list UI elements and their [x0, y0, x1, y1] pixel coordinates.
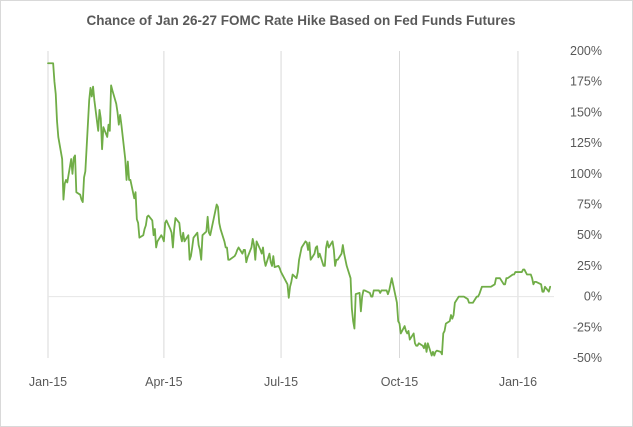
x-tick-label: Jan-15: [29, 375, 67, 389]
gridlines: [47, 51, 554, 358]
y-tick-label: 125%: [570, 136, 602, 150]
x-tick-label: Apr-15: [145, 375, 183, 389]
y-tick-label: 0%: [584, 290, 602, 304]
y-tick-label: 75%: [577, 198, 602, 212]
y-tick-label: 100%: [570, 167, 602, 181]
x-tick-label: Oct-15: [381, 375, 419, 389]
x-axis-tick-labels: Jan-15 Apr-15 Jul-15 Oct-15 Jan-16: [29, 375, 537, 389]
y-tick-label: 25%: [577, 259, 602, 273]
y-tick-label: 175%: [570, 75, 602, 89]
series-line: [47, 62, 552, 357]
y-tick-label: -50%: [573, 351, 602, 365]
y-tick-label: 200%: [570, 44, 602, 58]
series-lines: [47, 62, 552, 357]
y-tick-label: -25%: [573, 320, 602, 334]
y-axis-tick-labels: 200% 175% 150% 125% 100% 75% 50% 25% 0% -25% -50%: [570, 44, 602, 365]
chart-title: Chance of Jan 26-27 FOMC Rate Hike Based…: [86, 13, 516, 28]
x-tick-label: Jul-15: [264, 375, 298, 389]
y-tick-label: 50%: [577, 228, 602, 242]
y-tick-label: 150%: [570, 105, 602, 119]
x-tick-label: Jan-16: [499, 375, 537, 389]
